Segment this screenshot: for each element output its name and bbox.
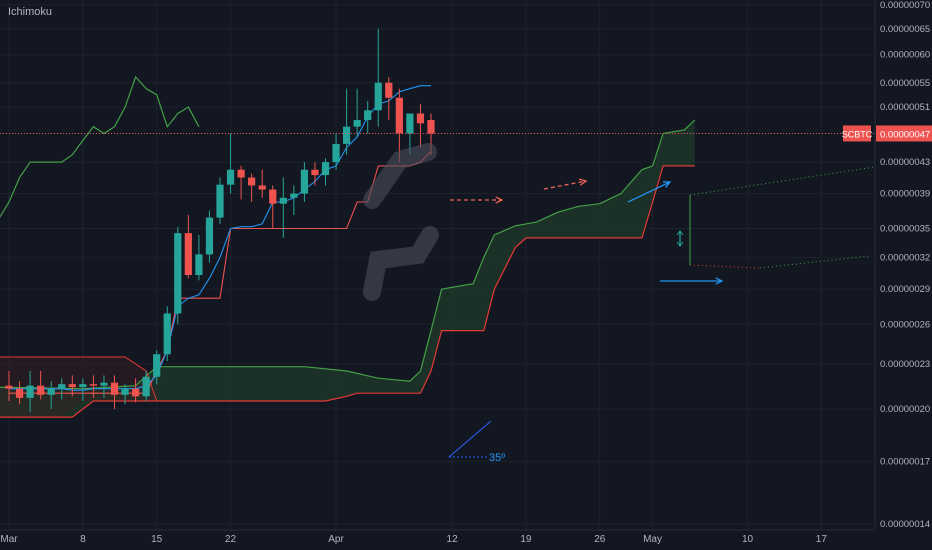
trend-arrow-up (627, 181, 671, 203)
candle-body (300, 169, 308, 194)
projection-span-b-2 (759, 255, 871, 269)
candle-body (343, 126, 351, 144)
candle-body (89, 384, 97, 386)
y-tick-label: 0.00000032 (880, 252, 930, 263)
y-tick-label: 0.00000060 (880, 50, 930, 61)
cloud-height-head-top (676, 230, 684, 236)
candle-body (58, 384, 66, 389)
highlight-brush-bottom (363, 226, 439, 301)
x-tick-label: 22 (225, 534, 237, 545)
candle-body (110, 382, 119, 395)
candle-body (163, 313, 171, 355)
candle-body (15, 388, 24, 398)
candle-body (416, 113, 425, 124)
cloud-height-head-bottom (676, 241, 684, 247)
highlight-brush-top (363, 143, 437, 209)
candle-body (205, 217, 214, 255)
dashed-arrow-up-head (579, 178, 588, 186)
kumo-cloud-early (0, 357, 157, 418)
last-price-tag (876, 125, 932, 142)
senkou-span-b (0, 165, 695, 418)
candle-body (153, 354, 161, 377)
dashed-arrow-up (543, 180, 587, 190)
symbol-tag (843, 125, 871, 142)
kijun-sen (9, 150, 432, 394)
symbol-label: SCBTC (842, 129, 873, 139)
x-tick-label: 15 (151, 534, 163, 545)
dashed-arrow-right-head (495, 196, 504, 204)
y-tick-label: 0.00000070 (880, 0, 930, 11)
x-tick-label: 12 (447, 534, 459, 545)
candle-body (142, 376, 150, 397)
candle-body (47, 388, 55, 395)
angle-label: 35º (489, 452, 505, 464)
x-tick-label: 8 (80, 534, 86, 545)
y-tick-label: 0.00000055 (880, 78, 930, 89)
candle-body (258, 185, 266, 190)
y-tick-label: 0.00000023 (880, 359, 930, 370)
y-tick-label: 0.00000043 (880, 157, 930, 168)
indicator-label: Ichimoku (8, 6, 53, 18)
candle-body (37, 385, 45, 395)
x-tick-label: Apr (328, 534, 344, 545)
candle-body (321, 162, 330, 176)
angle-line (448, 420, 492, 458)
candle-body (395, 97, 403, 134)
y-tick-label: 0.00000035 (880, 224, 930, 235)
candle-body (195, 254, 203, 276)
candle-body (385, 82, 393, 98)
candle-body (68, 384, 76, 388)
candle-body (216, 184, 224, 218)
candle-body (100, 382, 108, 386)
x-tick-label: 26 (594, 534, 606, 545)
x-tick-label: 10 (742, 534, 754, 545)
candle-body (374, 82, 382, 111)
candle-body (290, 193, 298, 198)
candle-body (226, 169, 235, 185)
y-tick-label: 0.00000017 (880, 456, 930, 467)
candle-body (26, 385, 34, 398)
candle-body (269, 189, 277, 204)
candle-body (132, 388, 140, 397)
candle-body (174, 233, 182, 314)
last-price-label: 0.00000047 (880, 129, 930, 140)
candle-body (184, 233, 192, 276)
y-tick-label: 0.00000039 (880, 189, 930, 200)
candle-body (427, 120, 435, 134)
trend-arrow-up-head (662, 181, 672, 188)
candle-body (332, 143, 340, 163)
candle-body (406, 113, 414, 134)
candle-body (121, 388, 129, 395)
candle-body (79, 384, 87, 388)
candle-body (5, 385, 13, 389)
y-tick-label: 0.00000020 (880, 404, 930, 415)
tenkan-sen (9, 85, 431, 391)
candle-body (311, 169, 319, 176)
chikou-span (0, 75, 200, 218)
trend-arrow-right-head (715, 277, 724, 285)
candle-body (279, 197, 287, 204)
senkou-span-a (0, 119, 696, 390)
candle-body (364, 110, 372, 121)
x-tick-label: Mar (0, 534, 18, 545)
y-tick-label: 0.00000065 (880, 24, 930, 35)
x-tick-label: 19 (520, 534, 532, 545)
x-tick-label: 17 (816, 534, 828, 545)
y-tick-label: 0.00000029 (880, 284, 930, 295)
y-tick-label: 0.00000026 (880, 319, 930, 330)
y-tick-label: 0.00000014 (880, 519, 930, 530)
candle-body (353, 120, 361, 127)
candle-body (237, 169, 245, 178)
y-tick-label: 0.00000051 (880, 102, 930, 113)
candle-body (248, 177, 256, 186)
x-tick-label: May (643, 534, 662, 545)
